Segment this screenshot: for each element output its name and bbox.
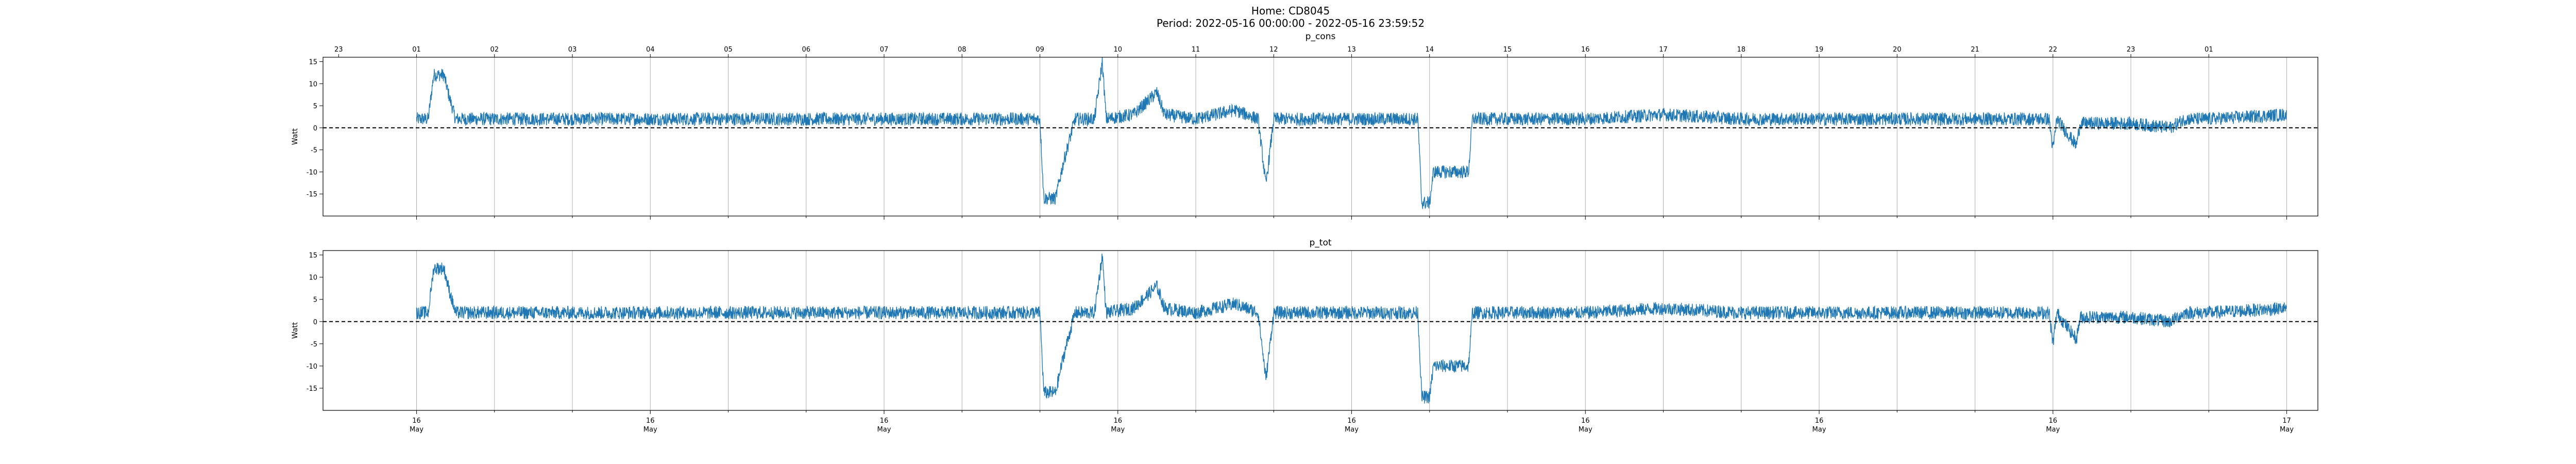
top-x-tick-label: 04 bbox=[646, 46, 655, 54]
subplot-title: p_cons bbox=[1306, 31, 1336, 42]
y-tick-label: 10 bbox=[309, 274, 317, 282]
x-tick-label-month: May bbox=[1345, 426, 1359, 434]
x-tick-label-day: 16 bbox=[1581, 417, 1590, 425]
x-tick-label-day: 17 bbox=[2282, 417, 2291, 425]
top-x-tick-label: 06 bbox=[802, 46, 810, 54]
subplot-title: p_tot bbox=[1309, 238, 1331, 248]
series-line bbox=[416, 57, 2287, 209]
top-x-tick-label: 07 bbox=[880, 46, 889, 54]
y-tick-label: -5 bbox=[311, 341, 317, 349]
top-x-tick-label: 21 bbox=[1971, 46, 1979, 54]
x-tick-label-day: 16 bbox=[2048, 417, 2057, 425]
y-tick-label: 0 bbox=[313, 125, 317, 132]
top-x-tick-label: 22 bbox=[2048, 46, 2057, 54]
top-x-tick-label: 08 bbox=[958, 46, 967, 54]
x-tick-label-month: May bbox=[877, 426, 891, 434]
x-tick-label-month: May bbox=[410, 426, 423, 434]
x-tick-label-month: May bbox=[2046, 426, 2060, 434]
series-line bbox=[416, 253, 2287, 404]
y-tick-label: 0 bbox=[313, 319, 317, 326]
top-x-tick-label: 14 bbox=[1425, 46, 1434, 54]
y-tick-label: -15 bbox=[307, 191, 317, 198]
top-x-tick-label: 11 bbox=[1192, 46, 1200, 54]
top-x-tick-label: 12 bbox=[1269, 46, 1278, 54]
top-x-tick-label: 18 bbox=[1737, 46, 1745, 54]
y-axis-label: Watt bbox=[291, 128, 299, 145]
subplot-p-tot: p_tot-15-10-5051015Watt16May16May16May16… bbox=[291, 238, 2318, 434]
top-x-tick-label: 16 bbox=[1581, 46, 1590, 54]
top-x-tick-label: 10 bbox=[1113, 46, 1122, 54]
x-tick-label-month: May bbox=[2280, 426, 2294, 434]
y-tick-label: 15 bbox=[309, 252, 317, 260]
x-tick-label-month: May bbox=[643, 426, 657, 434]
top-x-tick-label: 03 bbox=[568, 46, 577, 54]
top-x-tick-label: 15 bbox=[1503, 46, 1512, 54]
top-x-tick-label: 17 bbox=[1659, 46, 1668, 54]
x-tick-label-month: May bbox=[1579, 426, 1592, 434]
y-tick-label: -15 bbox=[307, 385, 317, 393]
y-tick-label: 5 bbox=[313, 103, 317, 110]
top-x-tick-label: 09 bbox=[1036, 46, 1044, 54]
x-tick-label-month: May bbox=[1812, 426, 1826, 434]
y-tick-label: 15 bbox=[309, 59, 317, 67]
x-tick-label-day: 16 bbox=[1815, 417, 1824, 425]
top-x-tick-label: 20 bbox=[1893, 46, 1902, 54]
top-x-tick-label: 02 bbox=[490, 46, 499, 54]
y-tick-label: -10 bbox=[307, 363, 317, 371]
top-x-tick-label: 01 bbox=[412, 46, 421, 54]
top-x-tick-label: 23 bbox=[334, 46, 343, 54]
figure-title-period: Period: 2022-05-16 00:00:00 - 2022-05-16… bbox=[1157, 17, 1425, 29]
top-x-tick-label: 19 bbox=[1815, 46, 1824, 54]
figure-title-home: Home: CD8045 bbox=[1251, 5, 1330, 17]
x-tick-label-day: 16 bbox=[1347, 417, 1356, 425]
y-axis-label: Watt bbox=[291, 322, 299, 339]
x-tick-label-day: 16 bbox=[646, 417, 655, 425]
plot-frame bbox=[323, 250, 2318, 411]
x-tick-label-day: 16 bbox=[412, 417, 421, 425]
y-tick-label: -10 bbox=[307, 169, 317, 176]
y-tick-label: 10 bbox=[309, 80, 317, 88]
plot-frame bbox=[323, 57, 2318, 217]
y-tick-label: 5 bbox=[313, 296, 317, 304]
top-x-tick-label: 13 bbox=[1347, 46, 1356, 54]
x-tick-label-day: 16 bbox=[880, 417, 889, 425]
top-x-tick-label: 05 bbox=[724, 46, 733, 54]
x-tick-label-day: 16 bbox=[1113, 417, 1122, 425]
x-tick-label-month: May bbox=[1111, 426, 1125, 434]
y-tick-label: -5 bbox=[311, 147, 317, 155]
top-x-tick-label: 23 bbox=[2127, 46, 2136, 54]
top-x-tick-label: 01 bbox=[2205, 46, 2213, 54]
